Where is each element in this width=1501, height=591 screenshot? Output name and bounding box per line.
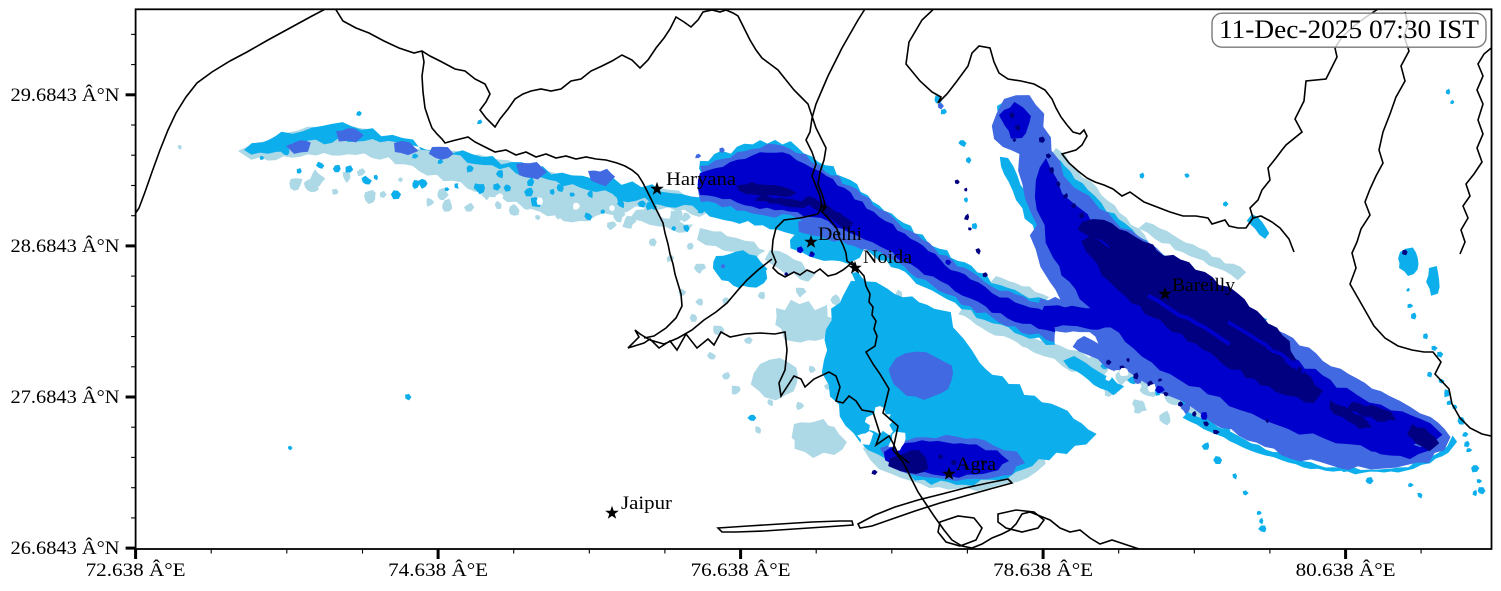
- svg-text:28.6843 Â°N: 28.6843 Â°N: [11, 235, 120, 257]
- svg-text:29.6843 Â°N: 29.6843 Â°N: [11, 84, 120, 106]
- svg-text:76.638 Â°E: 76.638 Â°E: [691, 559, 791, 581]
- svg-text:Noida: Noida: [863, 248, 912, 268]
- svg-text:80.638 Â°E: 80.638 Â°E: [1296, 559, 1396, 581]
- svg-text:Haryana: Haryana: [666, 170, 736, 190]
- svg-text:Jaipur: Jaipur: [621, 494, 672, 514]
- svg-text:Agra: Agra: [956, 455, 996, 475]
- svg-text:78.638 Â°E: 78.638 Â°E: [993, 559, 1093, 581]
- svg-text:74.638 Â°E: 74.638 Â°E: [388, 559, 488, 581]
- svg-text:26.6843 Â°N: 26.6843 Â°N: [11, 537, 120, 559]
- svg-text:72.638 Â°E: 72.638 Â°E: [86, 559, 186, 581]
- svg-text:11-Dec-2025 07:30 IST: 11-Dec-2025 07:30 IST: [1219, 15, 1479, 44]
- svg-text:27.6843 Â°N: 27.6843 Â°N: [11, 386, 120, 408]
- svg-text:Bareilly: Bareilly: [1172, 276, 1236, 296]
- svg-text:Delhi: Delhi: [818, 225, 862, 245]
